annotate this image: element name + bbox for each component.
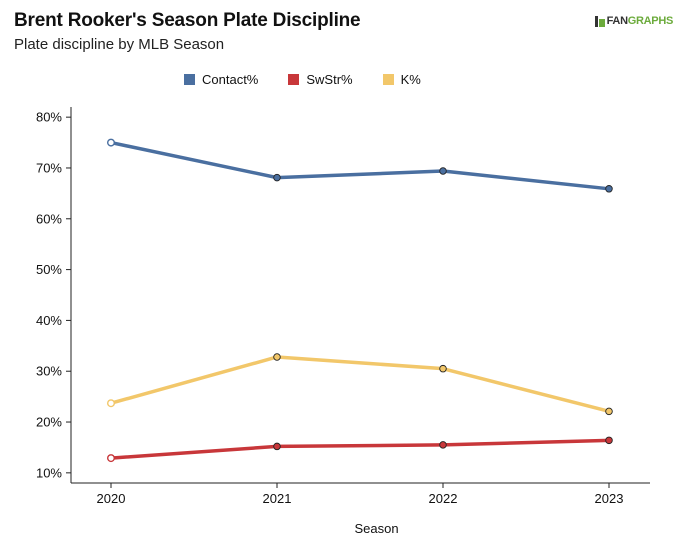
series-line-k [109, 355, 611, 414]
y-tick-label: 80% [36, 110, 62, 125]
legend-label: Contact% [202, 72, 259, 87]
y-tick-label: 20% [36, 415, 62, 430]
legend-label: SwStr% [306, 72, 353, 87]
brand-graphs: GRAPHS [627, 15, 674, 27]
series-line-swstr [109, 438, 611, 460]
data-point-k [439, 364, 447, 373]
data-point-contact [439, 167, 447, 175]
x-axis-title: Season [354, 521, 398, 536]
data-point-swstr [605, 436, 613, 445]
data-point-swstr [273, 442, 281, 451]
y-tick-label: 50% [36, 262, 62, 277]
fangraphs-wordmark: FANGRAPHS [606, 15, 674, 27]
legend-item: K% [382, 72, 421, 87]
chart-legend: Contact% SwStr% K% [184, 72, 421, 87]
data-point-swstr [106, 454, 115, 463]
y-tick-label: 70% [36, 160, 62, 175]
fangraphs-logo-icon [594, 15, 605, 27]
data-point-contact [106, 138, 115, 147]
chart-subtitle: Plate discipline by MLB Season [14, 36, 225, 53]
fangraphs-logo: FANGRAPHS [594, 15, 674, 27]
legend-swatch [382, 74, 394, 85]
data-point-k [605, 407, 613, 416]
y-tick-label: 40% [36, 313, 62, 328]
data-point-k [106, 399, 115, 408]
data-point-contact [273, 173, 281, 182]
data-point-swstr [439, 441, 447, 449]
brand-fan: FAN [606, 15, 628, 27]
data-point-k [273, 353, 281, 361]
x-tick-label: 2021 [263, 491, 292, 506]
legend-swatch [288, 74, 300, 85]
legend-item: SwStr% [288, 72, 353, 87]
y-tick-label: 30% [36, 364, 62, 379]
y-tick-label: 60% [36, 211, 62, 226]
legend-swatch [184, 74, 195, 85]
chart-title: Brent Rooker's Season Plate Discipline [14, 10, 361, 31]
y-tick-label: 10% [36, 465, 62, 480]
legend-label: K% [400, 72, 421, 87]
x-tick-label: 2022 [429, 491, 458, 506]
data-point-contact [605, 185, 613, 193]
legend-item: Contact% [184, 72, 258, 87]
series-line-contact [109, 140, 611, 191]
x-tick-label: 2023 [595, 491, 624, 506]
x-tick-label: 2020 [97, 491, 126, 506]
